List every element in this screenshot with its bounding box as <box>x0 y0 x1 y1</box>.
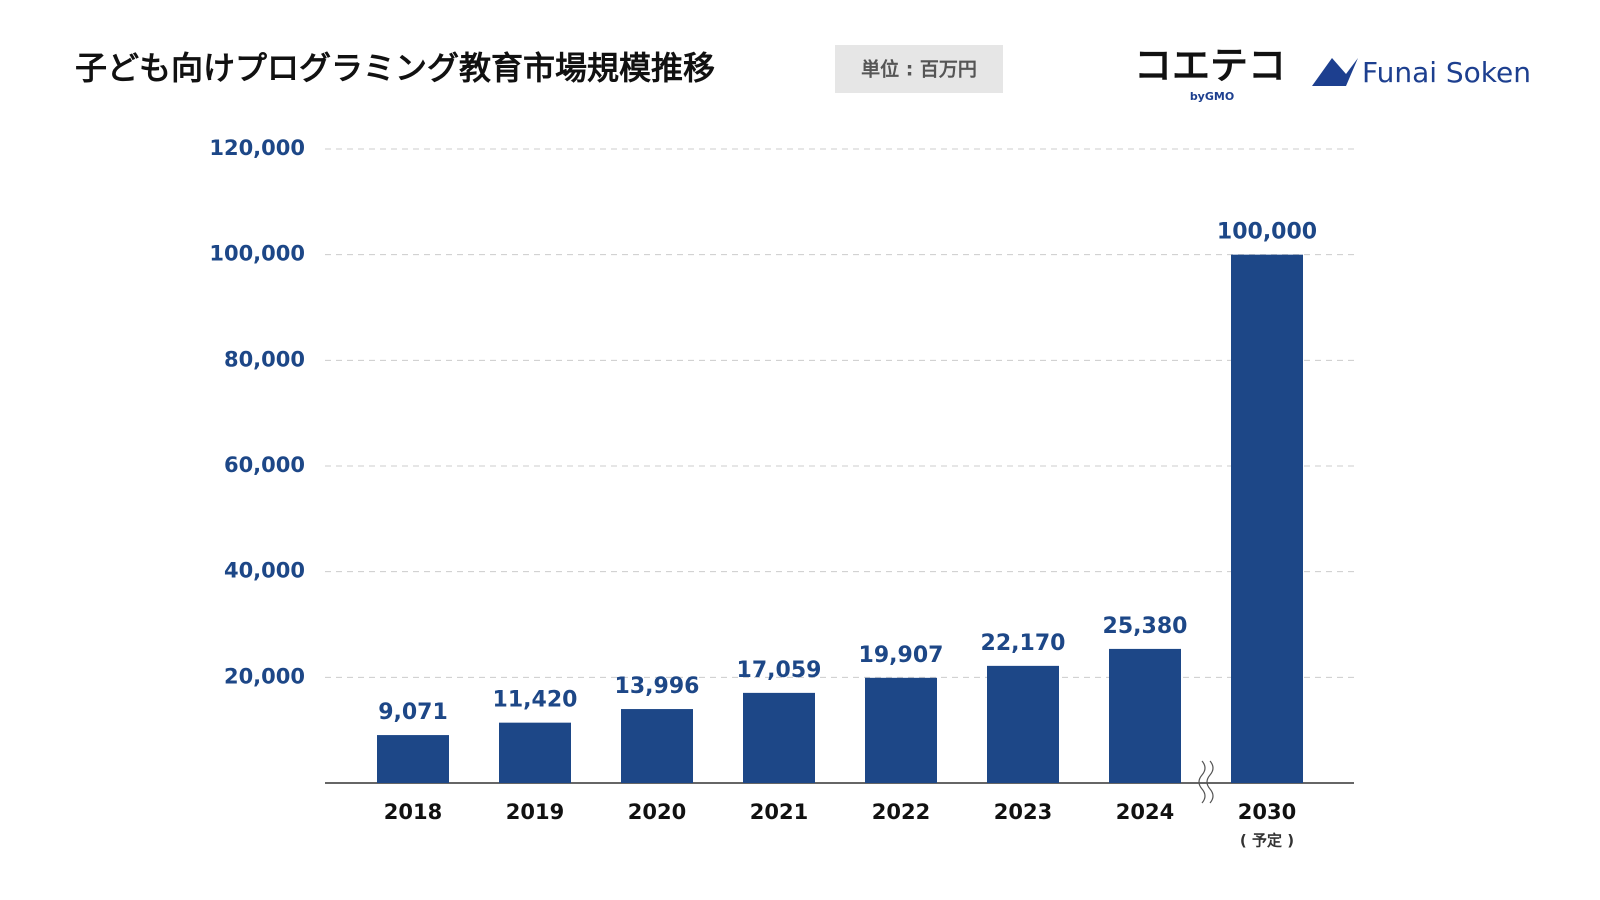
x-tick-label: 2019 <box>506 800 564 824</box>
x-tick-label: 2024 <box>1116 800 1174 824</box>
axis-break <box>1198 760 1206 804</box>
brand-sub: byGMO <box>1190 90 1234 103</box>
value-label: 22,170 <box>981 631 1066 656</box>
x-tick-note: ( 予定 ) <box>1240 832 1294 850</box>
y-tick-label: 120,000 <box>209 136 305 160</box>
value-label: 17,059 <box>737 658 822 683</box>
y-tick-label: 20,000 <box>224 664 305 688</box>
unit-box <box>835 45 1003 93</box>
value-label: 19,907 <box>859 643 944 668</box>
value-label: 100,000 <box>1217 220 1317 245</box>
value-label: 11,420 <box>493 688 578 713</box>
bar <box>499 722 571 783</box>
x-tick-label: 2030 <box>1238 800 1296 824</box>
bar <box>743 692 815 783</box>
axis-break <box>1206 760 1214 804</box>
brand-logo: コエテコ <box>1134 44 1286 88</box>
bar <box>377 735 449 783</box>
unit-label: 単位 : 百万円 <box>861 58 977 81</box>
y-tick-label: 100,000 <box>209 242 305 266</box>
bar <box>621 709 693 783</box>
x-tick-label: 2021 <box>750 800 808 824</box>
x-tick-label: 2018 <box>384 800 442 824</box>
x-tick-label: 2022 <box>872 800 930 824</box>
brand-icon <box>1312 58 1358 86</box>
value-label: 25,380 <box>1103 614 1188 639</box>
value-label: 9,071 <box>378 700 448 725</box>
brand-logo: Funai Soken <box>1362 56 1531 89</box>
y-tick-label: 80,000 <box>224 347 305 371</box>
y-tick-label: 40,000 <box>224 559 305 583</box>
bar <box>1231 254 1303 783</box>
bar <box>865 677 937 783</box>
x-tick-label: 2020 <box>628 800 686 824</box>
chart-title: 子ども向けプログラミング教育市場規模推移 <box>75 49 715 87</box>
bar <box>1109 648 1181 783</box>
y-tick-label: 60,000 <box>224 453 305 477</box>
bar <box>987 665 1059 783</box>
value-label: 13,996 <box>615 674 700 699</box>
x-tick-label: 2023 <box>994 800 1052 824</box>
